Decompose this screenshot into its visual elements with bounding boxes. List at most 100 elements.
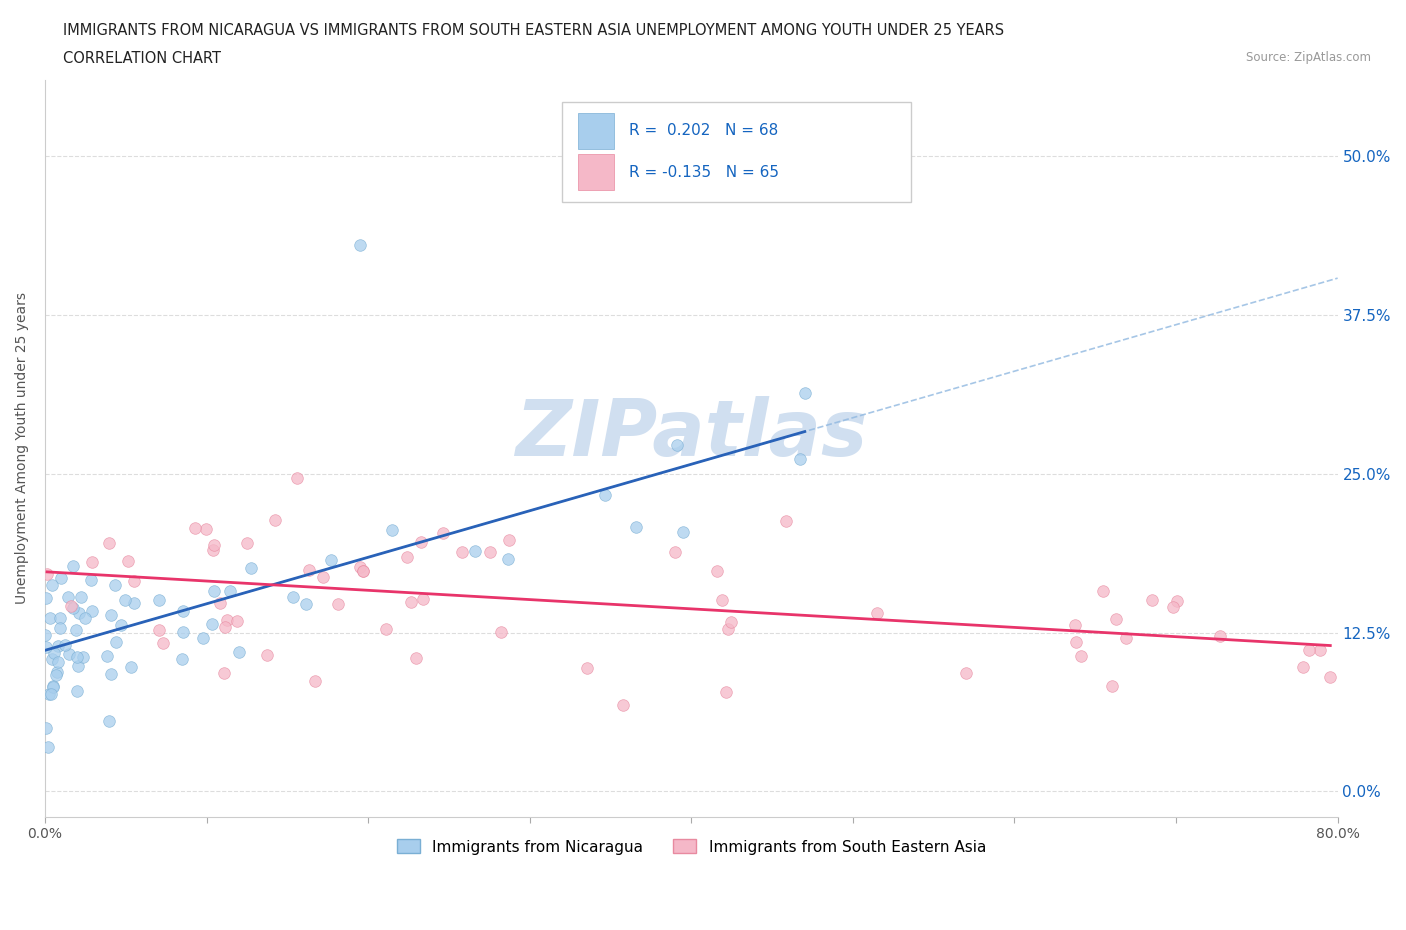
Point — [172, 625, 194, 640]
Point — [46, 655, 69, 670]
Point — [56, 590, 79, 604]
Point — [75, 611, 97, 626]
Text: CORRELATION CHART: CORRELATION CHART — [63, 51, 221, 66]
Point — [148, 622, 170, 637]
Point — [97, 714, 120, 729]
Text: ZIPatlas: ZIPatlas — [515, 395, 868, 472]
Point — [612, 698, 634, 712]
Point — [35, 566, 58, 581]
Point — [595, 487, 617, 502]
Point — [201, 542, 224, 557]
Point — [775, 514, 797, 529]
Point — [183, 521, 205, 536]
Point — [80, 554, 103, 569]
Point — [789, 451, 811, 466]
Legend: Immigrants from Nicaragua, Immigrants from South Eastern Asia: Immigrants from Nicaragua, Immigrants fr… — [391, 833, 993, 860]
Point — [104, 634, 127, 649]
Point — [575, 661, 598, 676]
Point — [39, 686, 62, 701]
Point — [717, 622, 740, 637]
Y-axis label: Unemployment Among Youth under 25 years: Unemployment Among Youth under 25 years — [15, 292, 30, 604]
Point — [1292, 660, 1315, 675]
Point — [304, 673, 326, 688]
Point — [62, 558, 84, 573]
Point — [38, 686, 60, 701]
Point — [710, 593, 733, 608]
Point — [1101, 678, 1123, 693]
Point — [214, 619, 236, 634]
Point — [62, 601, 84, 616]
Point — [35, 639, 58, 654]
Point — [226, 614, 249, 629]
Point — [152, 635, 174, 650]
Point — [228, 644, 250, 659]
Point — [1298, 643, 1320, 658]
Point — [412, 591, 434, 606]
Point — [104, 578, 127, 592]
Point — [100, 608, 122, 623]
Point — [1166, 593, 1188, 608]
Point — [409, 535, 432, 550]
Point — [38, 611, 60, 626]
Point — [218, 584, 240, 599]
Point — [212, 666, 235, 681]
Point — [664, 545, 686, 560]
Point — [866, 605, 889, 620]
Point — [463, 543, 485, 558]
Text: IMMIGRANTS FROM NICARAGUA VS IMMIGRANTS FROM SOUTH EASTERN ASIA UNEMPLOYMENT AMO: IMMIGRANTS FROM NICARAGUA VS IMMIGRANTS … — [63, 23, 1004, 38]
Point — [96, 649, 118, 664]
Point — [80, 604, 103, 618]
Point — [69, 590, 91, 604]
Point — [326, 596, 349, 611]
Point — [955, 665, 977, 680]
Point — [46, 639, 69, 654]
Bar — [578, 113, 614, 149]
Point — [170, 652, 193, 667]
Point — [405, 650, 427, 665]
Point — [195, 522, 218, 537]
Point — [67, 658, 90, 673]
Point — [626, 520, 648, 535]
Point — [60, 598, 83, 613]
Point — [122, 595, 145, 610]
Point — [450, 544, 472, 559]
Point — [201, 617, 224, 631]
Point — [202, 583, 225, 598]
Point — [496, 552, 519, 567]
Point — [666, 437, 689, 452]
Text: Source: ZipAtlas.com: Source: ZipAtlas.com — [1246, 51, 1371, 64]
Point — [793, 386, 815, 401]
Point — [209, 595, 232, 610]
Point — [1064, 634, 1087, 649]
Point — [55, 637, 77, 652]
Point — [35, 720, 58, 735]
Text: R = -0.135   N = 65: R = -0.135 N = 65 — [630, 165, 779, 179]
Point — [1319, 670, 1341, 684]
Point — [58, 646, 80, 661]
Point — [122, 573, 145, 588]
Point — [263, 512, 285, 527]
Point — [45, 664, 67, 679]
Point — [352, 564, 374, 578]
Point — [285, 471, 308, 485]
Point — [49, 621, 72, 636]
Point — [172, 604, 194, 618]
Point — [120, 659, 142, 674]
Point — [193, 631, 215, 645]
Point — [148, 592, 170, 607]
Point — [41, 578, 63, 592]
Text: R =  0.202   N = 68: R = 0.202 N = 68 — [630, 124, 779, 139]
Point — [48, 610, 70, 625]
Point — [67, 605, 90, 620]
Point — [352, 564, 374, 578]
Point — [1064, 618, 1087, 632]
Point — [34, 628, 56, 643]
Point — [298, 563, 321, 578]
Point — [1070, 649, 1092, 664]
Point — [498, 532, 520, 547]
Point — [349, 238, 371, 253]
Point — [1091, 583, 1114, 598]
Point — [489, 625, 512, 640]
Point — [65, 623, 87, 638]
Point — [672, 525, 695, 539]
